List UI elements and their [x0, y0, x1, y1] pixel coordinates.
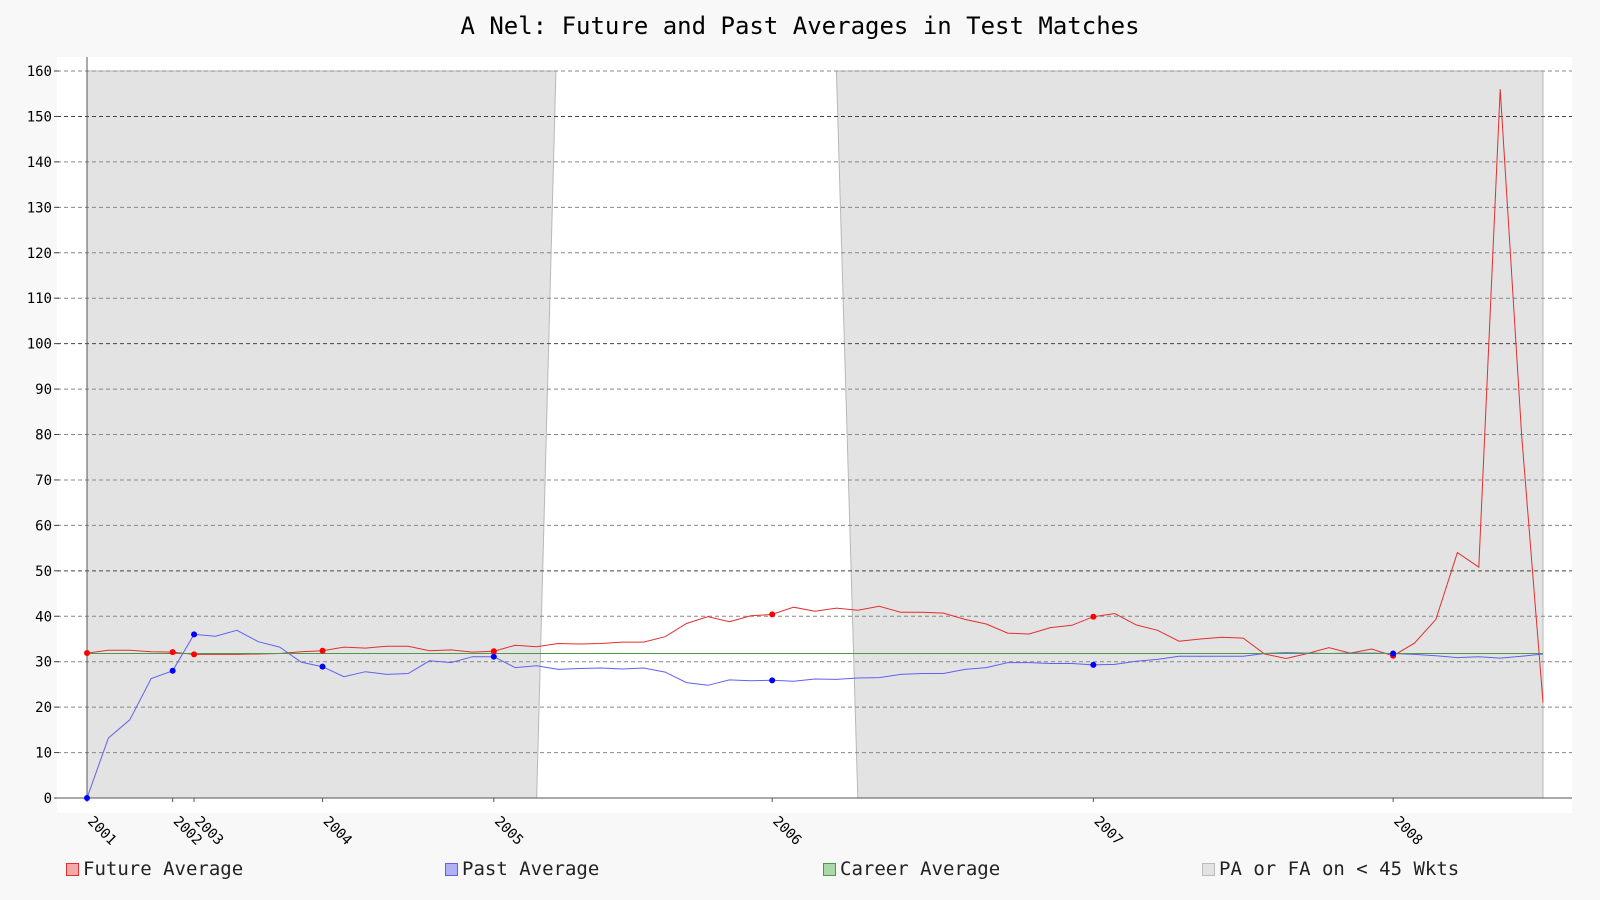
- data-point-past-average-47: [1090, 661, 1097, 668]
- y-tick-label-110: 110: [27, 291, 52, 307]
- chart-title: A Nel: Future and Past Averages in Test …: [460, 12, 1140, 40]
- data-point-past-average-61: [1390, 650, 1397, 657]
- y-tick-label-140: 140: [27, 155, 52, 171]
- y-tick-label-20: 20: [35, 700, 52, 716]
- legend-swatch-future-average: [66, 862, 79, 876]
- data-point-future-average-5: [191, 651, 198, 658]
- data-point-future-average-19: [490, 648, 497, 655]
- y-tick-label-70: 70: [35, 473, 52, 489]
- data-point-future-average-0: [84, 650, 90, 657]
- x-tick-label-2004: 2004: [320, 814, 355, 849]
- y-tick-label-30: 30: [35, 655, 52, 671]
- y-tick-label-130: 130: [27, 200, 52, 216]
- legend-swatch-past-average: [445, 862, 458, 876]
- y-tick-label-50: 50: [35, 564, 52, 580]
- y-tick-label-150: 150: [27, 109, 52, 125]
- legend-label-past-average: Past Average: [462, 858, 600, 880]
- legend-item-low-wickets-region: PA or FA on < 45 Wkts: [1202, 858, 1459, 880]
- y-tick-label-40: 40: [35, 609, 52, 625]
- legend-item-future-average: Future Average: [66, 858, 243, 880]
- legend-item-past-average: Past Average: [445, 858, 599, 880]
- series-line-past-average: [86, 629, 1544, 799]
- legend-label-career-average: Career Average: [840, 858, 1001, 880]
- x-tick-label-2008: 2008: [1390, 814, 1425, 849]
- data-point-future-average-47: [1090, 613, 1097, 620]
- data-point-future-average-4: [169, 649, 176, 656]
- x-tick-label-2006: 2006: [769, 814, 804, 849]
- x-tick-label-2001: 2001: [84, 814, 119, 849]
- legend-item-career-average: Career Average: [823, 858, 1000, 880]
- x-tick-label-2007: 2007: [1091, 814, 1126, 849]
- series-line-future-average: [86, 89, 1544, 703]
- data-point-past-average-19: [490, 653, 497, 660]
- data-point-past-average-4: [169, 667, 176, 674]
- data-point-past-average-0: [84, 795, 90, 801]
- legend-swatch-low-wickets-region: [1202, 862, 1215, 876]
- y-tick-label-10: 10: [35, 746, 52, 762]
- data-point-past-average-11: [319, 663, 326, 670]
- y-tick-label-0: 0: [44, 791, 52, 807]
- legend: Future Average Past Average Career Avera…: [0, 858, 1600, 888]
- data-point-future-average-32: [769, 611, 776, 618]
- x-tick-label-2005: 2005: [491, 814, 526, 849]
- y-tick-label-90: 90: [35, 382, 52, 398]
- y-tick-label-60: 60: [35, 518, 52, 534]
- y-tick-label-100: 100: [27, 337, 52, 353]
- y-tick-label-80: 80: [35, 428, 52, 444]
- legend-label-low-wickets-region: PA or FA on < 45 Wkts: [1219, 858, 1460, 880]
- data-point-past-average-5: [191, 631, 198, 638]
- y-tick-label-160: 160: [27, 64, 52, 80]
- data-point-future-average-11: [319, 647, 326, 654]
- y-tick-label-120: 120: [27, 246, 52, 262]
- data-point-past-average-32: [769, 677, 776, 684]
- legend-label-future-average: Future Average: [83, 858, 244, 880]
- legend-swatch-career-average: [823, 862, 836, 876]
